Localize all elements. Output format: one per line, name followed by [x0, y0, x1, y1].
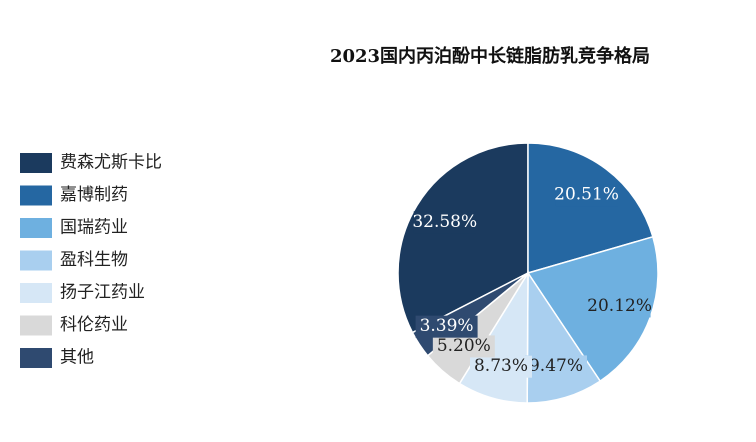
chart-title: 2023国内丙泊酚中长链脂肪乳竞争格局	[330, 45, 650, 67]
legend-swatch	[20, 153, 52, 173]
data-label: 8.73%	[474, 356, 528, 376]
label-box	[524, 355, 587, 378]
label-box	[413, 211, 476, 234]
label-box	[415, 315, 478, 338]
label-box	[588, 295, 651, 318]
legend-swatch	[20, 218, 52, 238]
data-label: 9.47%	[529, 356, 583, 376]
data-label: 32.58%	[412, 212, 477, 232]
legend-label: 盈科生物	[60, 250, 128, 270]
legend-swatch	[20, 250, 52, 271]
legend-swatch	[20, 315, 52, 336]
label-box	[432, 335, 495, 358]
data-label: 20.51%	[554, 185, 619, 205]
label-box	[470, 355, 533, 378]
pie-slice	[397, 142, 529, 334]
legend-swatch	[20, 185, 52, 206]
legend-label: 费森尤斯卡比	[60, 153, 162, 173]
legend-label: 国瑞药业	[60, 218, 128, 238]
legend-swatch	[20, 348, 52, 368]
legend-label: 其他	[60, 348, 94, 368]
data-label: 5.20%	[437, 336, 491, 356]
data-label: 3.39%	[420, 316, 474, 336]
legend-label: 科伦药业	[60, 315, 128, 335]
legend-swatch	[20, 283, 52, 303]
label-box	[555, 184, 618, 207]
data-label: 20.12%	[587, 296, 652, 316]
legend-label: 嘉博制药	[60, 185, 128, 205]
pie-slice	[527, 142, 654, 274]
legend-label: 扬子江药业	[60, 283, 145, 303]
